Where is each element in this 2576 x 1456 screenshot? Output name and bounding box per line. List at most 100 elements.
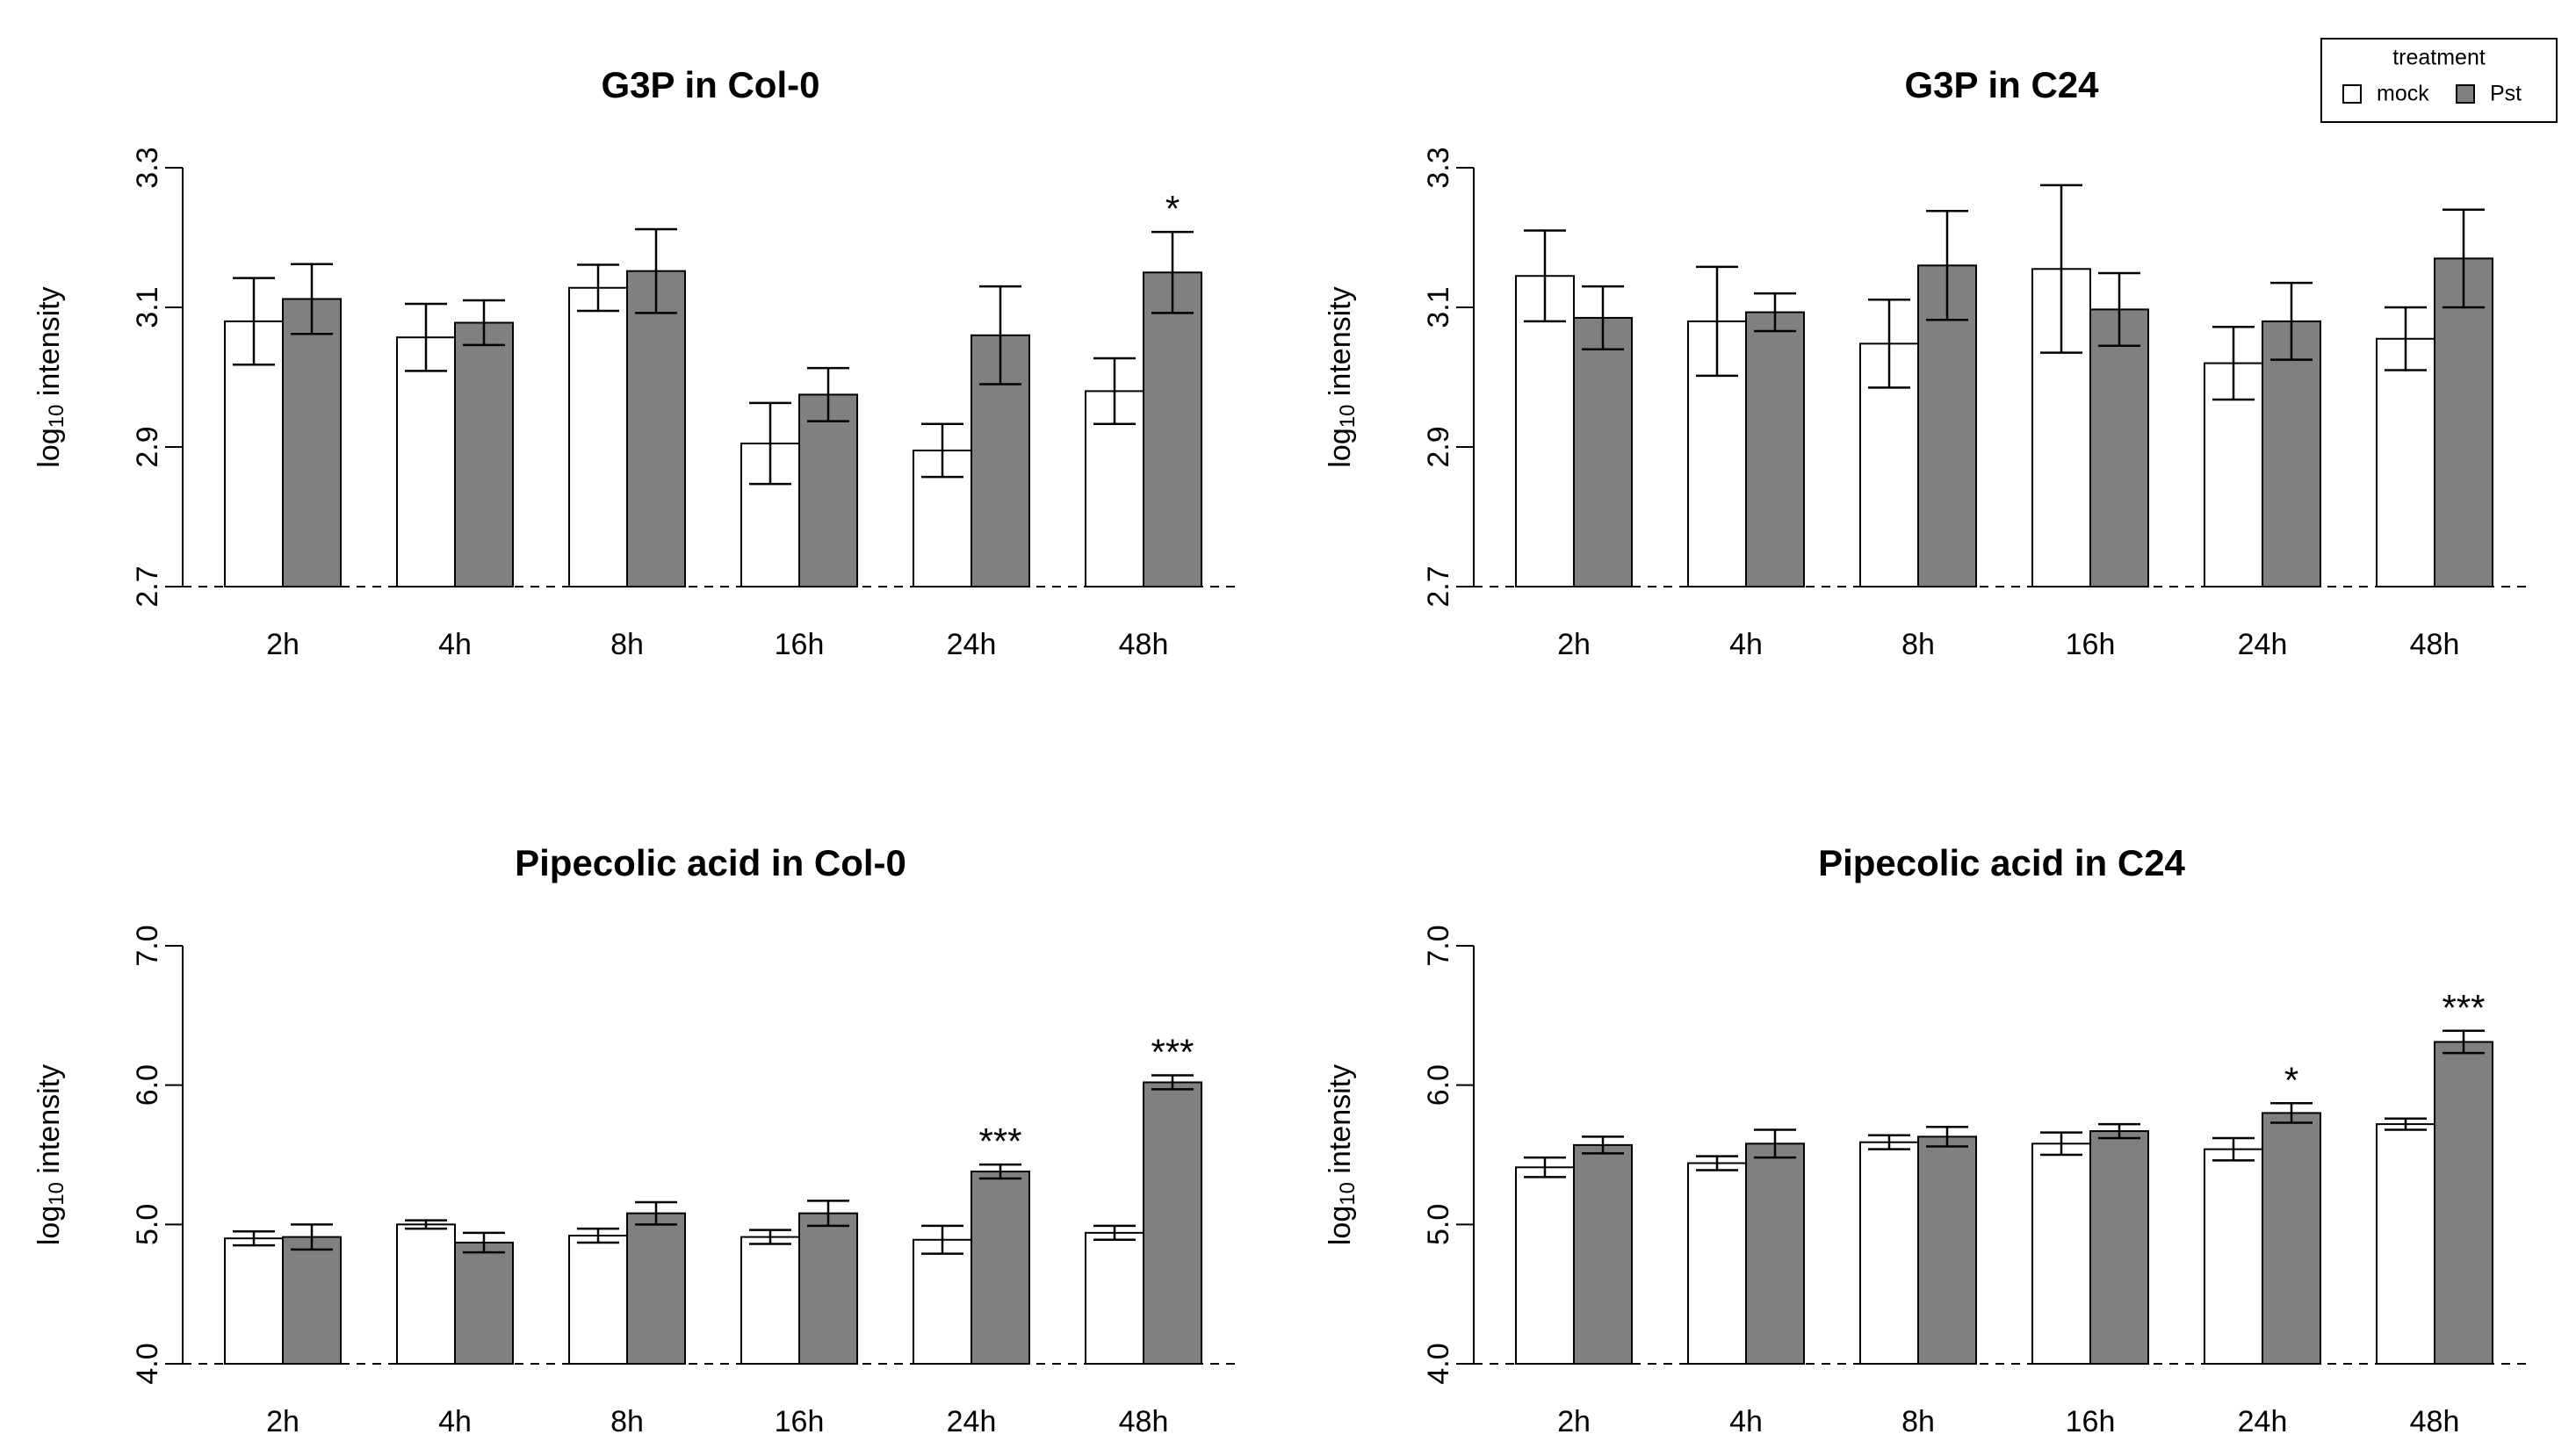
bar-mock-24h: [913, 1238, 972, 1365]
significance-marker: ***: [1151, 1032, 1194, 1073]
bar-Pst-4h: [454, 321, 514, 587]
legend: treatment mock Pst: [2320, 38, 2558, 123]
chart-title: Pipecolic acid in C24: [1818, 842, 2185, 883]
chart-title: G3P in Col-0: [602, 64, 820, 105]
y-tick-label: 3.3: [131, 147, 164, 188]
bar-mock-24h: [2204, 1148, 2263, 1365]
y-tick-label: 2.9: [131, 426, 164, 467]
bar-mock-8h: [1859, 1141, 1919, 1365]
y-tick-label: 2.7: [131, 566, 164, 607]
x-tick-label: 8h: [610, 628, 644, 661]
bar-Pst-24h: [971, 1171, 1030, 1366]
y-label-prefix: log: [1324, 1206, 1357, 1245]
x-tick-label: 8h: [610, 1405, 644, 1438]
x-tick-label: 8h: [1901, 1405, 1935, 1438]
bar-Pst-2h: [282, 1236, 342, 1365]
y-label-subscript: 10: [1336, 1182, 1360, 1206]
y-tick-label: 2.9: [1422, 426, 1455, 467]
y-tick-label: 5.0: [131, 1204, 164, 1245]
significance-marker: *: [2284, 1059, 2298, 1100]
x-tick-label: 4h: [438, 628, 472, 661]
y-axis-label: log10 intensity: [32, 286, 69, 467]
x-tick-label: 4h: [1729, 1405, 1763, 1438]
bar-Pst-16h: [798, 393, 858, 587]
bar-Pst-16h: [2089, 1130, 2149, 1365]
x-tick-label: 24h: [947, 628, 997, 661]
bar-mock-48h: [2376, 337, 2435, 587]
bar-mock-8h: [568, 1235, 628, 1365]
chart-title: G3P in C24: [1905, 64, 2100, 105]
y-tick-label: 5.0: [1422, 1204, 1455, 1245]
bar-mock-48h: [1085, 1231, 1144, 1366]
bar-Pst-16h: [2089, 308, 2149, 587]
legend-swatch-Pst: [2456, 84, 2475, 104]
x-tick-label: 4h: [1729, 628, 1763, 661]
x-tick-label: 24h: [2238, 628, 2288, 661]
x-tick-label: 2h: [1557, 628, 1591, 661]
bar-mock-2h: [1515, 1166, 1575, 1366]
bar-Pst-8h: [1917, 1135, 1977, 1365]
y-label-prefix: log: [1324, 428, 1357, 467]
y-axis-label: log10 intensity: [1324, 1064, 1360, 1245]
bar-mock-16h: [2031, 1142, 2091, 1365]
bar-mock-8h: [568, 286, 628, 587]
legend-swatch-mock: [2342, 84, 2362, 104]
x-tick-label: 8h: [1901, 628, 1935, 661]
bar-Pst-2h: [282, 298, 342, 587]
bar-Pst-48h: [2434, 257, 2493, 587]
x-tick-label: 24h: [947, 1405, 997, 1438]
bar-Pst-4h: [1745, 311, 1805, 587]
y-axis-label: log10 intensity: [1324, 286, 1360, 467]
y-label-suffix: intensity: [1324, 286, 1357, 404]
x-tick-label: 16h: [2066, 1405, 2116, 1438]
x-tick-label: 16h: [775, 628, 825, 661]
y-label-prefix: log: [32, 1206, 66, 1245]
bar-mock-4h: [396, 336, 456, 587]
y-label-subscript: 10: [45, 405, 69, 429]
significance-marker: ***: [2442, 987, 2485, 1028]
x-tick-label: 16h: [775, 1405, 825, 1438]
y-label-suffix: intensity: [32, 1064, 66, 1182]
y-tick-label: 3.1: [131, 286, 164, 328]
legend-label-Pst: Pst: [2490, 82, 2522, 106]
legend-title: treatment: [2392, 46, 2486, 70]
y-label-subscript: 10: [1336, 405, 1360, 429]
x-tick-label: 2h: [266, 628, 299, 661]
bar-Pst-4h: [454, 1241, 514, 1365]
chart-title: Pipecolic acid in Col-0: [515, 842, 906, 883]
x-tick-label: 2h: [1557, 1405, 1591, 1438]
bar-Pst-16h: [798, 1212, 858, 1366]
y-axis-label: log10 intensity: [32, 1064, 69, 1245]
x-tick-label: 48h: [2410, 1405, 2460, 1438]
bar-Pst-24h: [2262, 1112, 2321, 1366]
x-tick-label: 48h: [1119, 1405, 1169, 1438]
legend-label-mock: mock: [2377, 82, 2429, 106]
x-tick-label: 48h: [1119, 628, 1169, 661]
bar-Pst-48h: [1143, 271, 1202, 587]
chart-panel-2: G3P in C24 2.7 2.9 3.1 3.3 log10 intensity 2h 4…: [1324, 64, 2529, 661]
bar-Pst-48h: [2434, 1041, 2493, 1365]
bar-Pst-8h: [626, 1212, 686, 1366]
y-tick-label: 6.0: [131, 1064, 164, 1106]
bar-Pst-24h: [2262, 320, 2321, 587]
bar-mock-4h: [396, 1223, 456, 1366]
bar-mock-2h: [224, 1237, 284, 1365]
y-tick-label: 3.1: [1422, 286, 1455, 328]
chart-panel-3: Pipecolic acid in Col-0 4.0 5.0 6.0 7.0 log10…: [32, 842, 1238, 1438]
x-tick-label: 4h: [438, 1405, 472, 1438]
y-tick-label: 7.0: [131, 925, 164, 966]
bar-mock-2h: [1515, 275, 1575, 587]
y-tick-label: 4.0: [1422, 1343, 1455, 1384]
chart-panel-4: Pipecolic acid in C24 4.0 5.0 6.0 7.0 log10 i…: [1324, 842, 2529, 1438]
bar-Pst-8h: [626, 270, 686, 587]
y-label-suffix: intensity: [1324, 1064, 1357, 1182]
significance-marker: *: [1165, 188, 1180, 229]
y-label-prefix: log: [32, 428, 66, 467]
bar-mock-48h: [2376, 1123, 2435, 1366]
y-tick-label: 7.0: [1422, 925, 1455, 966]
significance-marker: ***: [978, 1121, 1021, 1162]
bar-Pst-2h: [1573, 316, 1633, 587]
y-tick-label: 4.0: [131, 1343, 164, 1384]
